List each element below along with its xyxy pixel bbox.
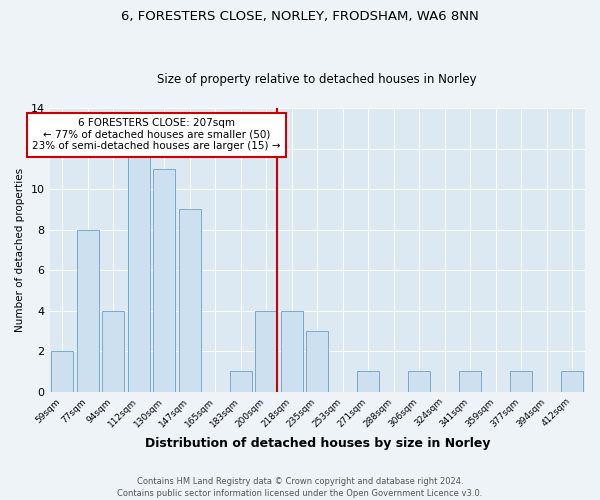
Text: 6 FORESTERS CLOSE: 207sqm
← 77% of detached houses are smaller (50)
23% of semi-: 6 FORESTERS CLOSE: 207sqm ← 77% of detac… (32, 118, 281, 152)
Title: Size of property relative to detached houses in Norley: Size of property relative to detached ho… (157, 73, 477, 86)
Bar (460, 372, 481, 392)
Bar (358, 372, 379, 392)
Bar (281, 310, 302, 392)
Bar (179, 210, 200, 392)
Bar (307, 331, 328, 392)
Bar (409, 372, 430, 392)
Text: Contains HM Land Registry data © Crown copyright and database right 2024.
Contai: Contains HM Land Registry data © Crown c… (118, 476, 482, 498)
Bar (562, 372, 583, 392)
Bar (256, 310, 277, 392)
X-axis label: Distribution of detached houses by size in Norley: Distribution of detached houses by size … (145, 437, 490, 450)
Bar (154, 169, 175, 392)
Bar (103, 310, 124, 392)
Y-axis label: Number of detached properties: Number of detached properties (15, 168, 25, 332)
Bar (128, 148, 149, 392)
Text: 6, FORESTERS CLOSE, NORLEY, FRODSHAM, WA6 8NN: 6, FORESTERS CLOSE, NORLEY, FRODSHAM, WA… (121, 10, 479, 23)
Bar (77, 230, 98, 392)
Bar (230, 372, 251, 392)
Bar (511, 372, 532, 392)
Bar (52, 351, 73, 392)
